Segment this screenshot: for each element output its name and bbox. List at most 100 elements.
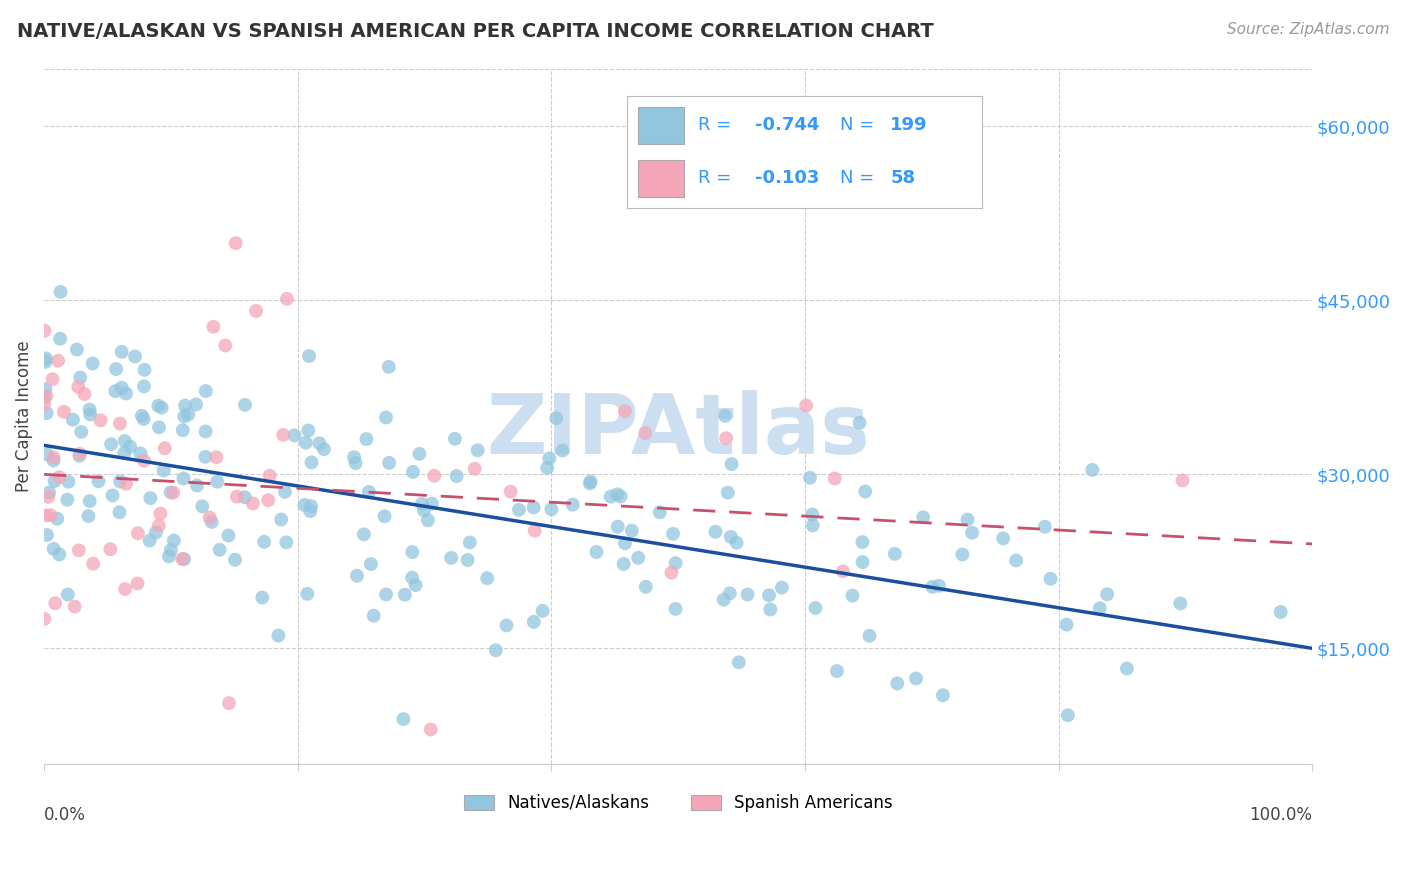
Point: [56, 587, 79, 601]
Point: [114, 582, 136, 596]
Point: [852, 555, 875, 569]
Point: [956, 513, 979, 527]
Y-axis label: Per Capita Income: Per Capita Income: [15, 341, 32, 492]
Point: [186, 478, 208, 492]
Point: [664, 602, 686, 616]
Point: [523, 524, 546, 538]
Point: [114, 446, 136, 460]
Point: [198, 510, 221, 524]
Point: [356, 432, 378, 446]
Point: [375, 410, 398, 425]
Point: [283, 428, 305, 442]
Point: [46, 511, 69, 525]
Point: [225, 236, 247, 251]
Point: [648, 505, 671, 519]
Point: [41, 372, 63, 386]
Point: [233, 398, 256, 412]
Point: [69, 449, 91, 463]
Point: [108, 475, 131, 489]
Point: [531, 604, 554, 618]
Point: [343, 450, 366, 465]
Point: [145, 525, 167, 540]
Text: 0.0%: 0.0%: [44, 806, 86, 824]
Point: [172, 471, 194, 485]
Point: [194, 384, 217, 398]
Point: [579, 476, 602, 491]
Point: [467, 443, 489, 458]
Legend: Natives/Alaskans, Spanish Americans: Natives/Alaskans, Spanish Americans: [457, 788, 900, 819]
Point: [138, 533, 160, 548]
Point: [148, 518, 170, 533]
Point: [226, 490, 249, 504]
Point: [89, 413, 111, 427]
Point: [420, 497, 443, 511]
Point: [105, 362, 128, 376]
Point: [720, 457, 742, 471]
Point: [423, 468, 446, 483]
Point: [56, 492, 79, 507]
Point: [267, 628, 290, 642]
Point: [344, 456, 367, 470]
Point: [928, 579, 950, 593]
Point: [411, 497, 433, 511]
Point: [149, 507, 172, 521]
Point: [34, 390, 56, 404]
Point: [634, 580, 657, 594]
Point: [523, 615, 546, 629]
Point: [44, 596, 66, 610]
Point: [82, 356, 104, 370]
Point: [177, 408, 200, 422]
Point: [457, 553, 479, 567]
Point: [39, 508, 62, 523]
Point: [98, 542, 121, 557]
Point: [252, 591, 274, 605]
Point: [799, 471, 821, 485]
Point: [271, 427, 294, 442]
Point: [1171, 474, 1194, 488]
Point: [794, 399, 817, 413]
Point: [42, 453, 65, 467]
Point: [276, 535, 298, 549]
Point: [218, 696, 240, 710]
Point: [87, 475, 110, 489]
Point: [114, 434, 136, 448]
Point: [159, 485, 181, 500]
Point: [38, 485, 60, 500]
Point: [561, 498, 583, 512]
Point: [634, 426, 657, 441]
Point: [727, 655, 749, 669]
Point: [214, 338, 236, 352]
Point: [34, 382, 56, 396]
Point: [48, 470, 70, 484]
Point: [127, 576, 149, 591]
Point: [832, 564, 855, 578]
Point: [46, 353, 69, 368]
Point: [308, 436, 330, 450]
Point: [294, 498, 316, 512]
Point: [299, 499, 322, 513]
Point: [35, 508, 58, 523]
Point: [1168, 596, 1191, 610]
Point: [208, 542, 231, 557]
Point: [63, 599, 86, 614]
Point: [991, 532, 1014, 546]
Point: [377, 359, 399, 374]
Point: [853, 484, 876, 499]
Point: [150, 401, 173, 415]
Point: [759, 602, 782, 616]
Point: [297, 424, 319, 438]
Point: [162, 485, 184, 500]
Point: [42, 450, 65, 465]
Point: [77, 509, 100, 524]
Point: [174, 399, 197, 413]
Point: [62, 413, 84, 427]
Point: [392, 712, 415, 726]
Point: [132, 412, 155, 426]
Point: [720, 530, 742, 544]
Point: [202, 319, 225, 334]
Point: [464, 461, 486, 475]
Point: [713, 592, 735, 607]
Point: [1115, 661, 1137, 675]
Point: [139, 491, 162, 505]
Point: [536, 461, 558, 475]
